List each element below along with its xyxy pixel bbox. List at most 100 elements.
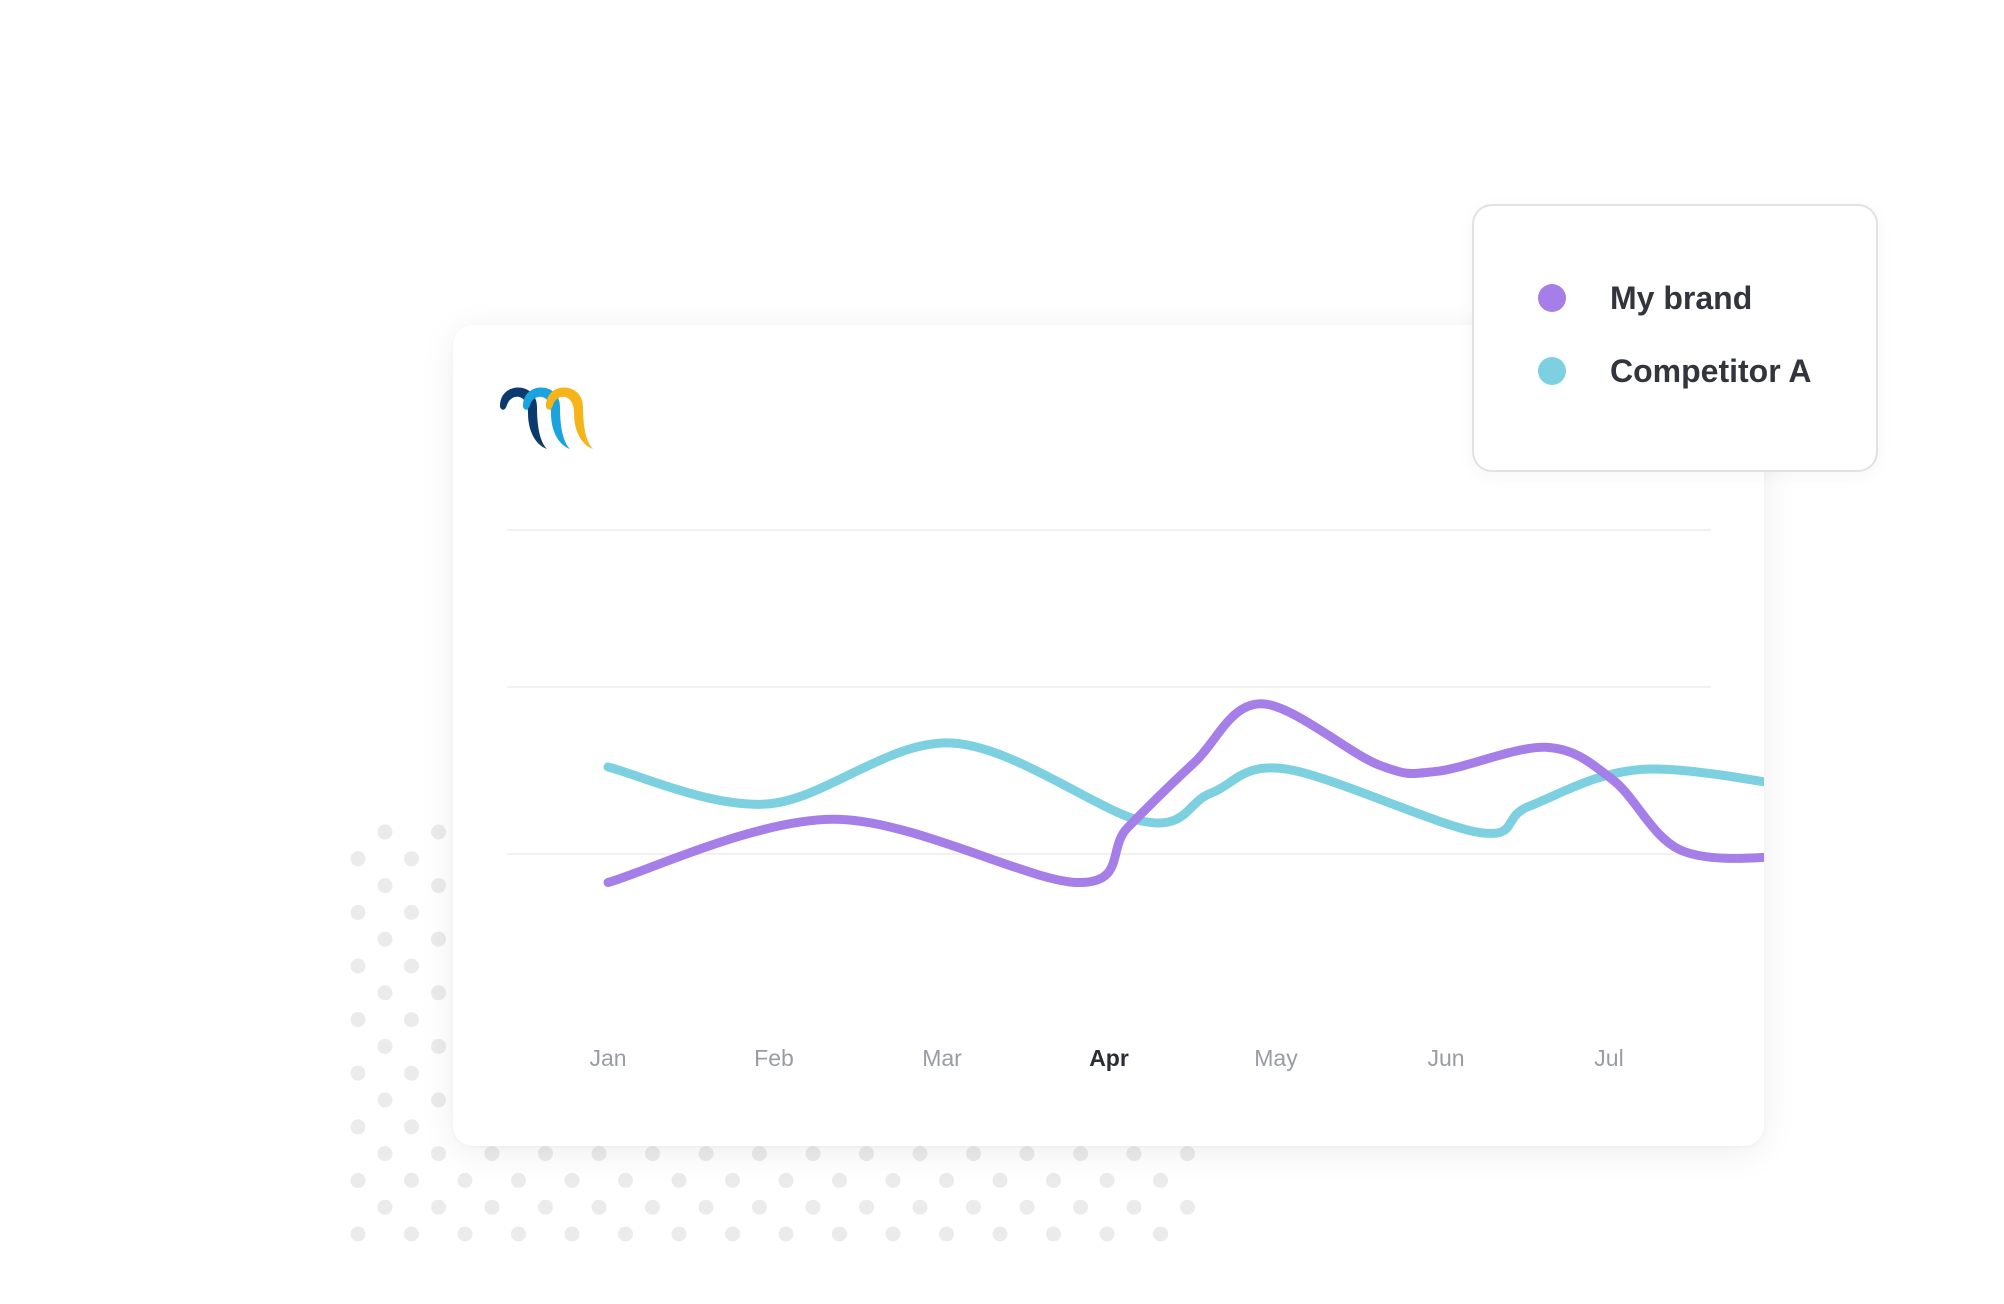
legend-label-competitor-a: Competitor A	[1610, 352, 1812, 389]
decor-dot	[377, 1199, 393, 1215]
decor-dot	[1153, 1172, 1168, 1188]
legend-dot-competitor-a	[1538, 357, 1566, 385]
decor-dot	[591, 1146, 607, 1162]
decor-dot	[564, 1226, 580, 1242]
x-tick-label-jun: Jun	[1427, 1045, 1464, 1071]
decor-dot	[1180, 1146, 1195, 1162]
x-tick-label-mar: Mar	[922, 1045, 962, 1071]
decor-dot	[1073, 1199, 1088, 1215]
decor-dot	[885, 1226, 901, 1242]
decor-dot	[725, 1226, 740, 1242]
decor-dot	[404, 1172, 419, 1188]
decor-dot	[1153, 1226, 1168, 1242]
legend-dot-my-brand	[1538, 284, 1566, 312]
decor-dot	[912, 1199, 928, 1215]
decor-dot	[431, 1199, 446, 1215]
legend-label-my-brand: My brand	[1610, 279, 1753, 316]
x-tick-label-apr: Apr	[1089, 1045, 1129, 1071]
series-line-competitor-a	[603, 738, 1764, 838]
legend-item-competitor-a[interactable]: Competitor A	[1538, 351, 1811, 391]
decor-dot	[1180, 1199, 1195, 1215]
decor-dot	[778, 1172, 794, 1188]
decor-dot	[377, 985, 393, 1001]
decor-dot	[350, 851, 366, 867]
decor-dot	[992, 1172, 1008, 1188]
decor-dot	[350, 904, 366, 920]
decor-dot	[1073, 1146, 1088, 1162]
decor-dot	[698, 1146, 714, 1162]
decor-dot	[431, 824, 446, 840]
x-tick-label-jan: Jan	[589, 1045, 626, 1071]
decor-dot	[671, 1172, 687, 1188]
decor-dot	[404, 904, 419, 920]
decor-dot	[1019, 1146, 1035, 1162]
decor-dot	[404, 1119, 419, 1135]
legend-item-my-brand[interactable]: My brand	[1538, 278, 1752, 318]
decor-dot	[752, 1199, 767, 1215]
decor-dot	[484, 1199, 500, 1215]
decor-dot	[511, 1226, 526, 1242]
decor-dot	[671, 1226, 687, 1242]
decor-dot	[591, 1199, 607, 1215]
decor-dot	[645, 1199, 660, 1215]
decor-dot	[404, 1012, 419, 1028]
decor-dot	[377, 878, 393, 894]
decor-dot	[431, 1092, 446, 1108]
decor-dot	[992, 1226, 1008, 1242]
chart-legend: My brand Competitor A	[1472, 204, 1878, 472]
brand-logo-icon	[499, 387, 593, 449]
line-chart: Jan Feb Mar Apr May Jun Jul	[507, 529, 1764, 1071]
decor-dot	[377, 824, 393, 840]
decor-dot	[377, 1092, 393, 1108]
decor-dot	[778, 1226, 794, 1242]
decor-dot	[404, 1226, 419, 1242]
decor-dot	[1126, 1146, 1142, 1162]
decor-dot	[404, 851, 419, 867]
decor-dot	[618, 1172, 633, 1188]
decor-dot	[859, 1146, 874, 1162]
decor-dot	[752, 1146, 767, 1162]
decor-dot	[404, 1065, 419, 1081]
decor-dot	[350, 958, 366, 974]
decor-dot	[912, 1146, 928, 1162]
decor-dot	[431, 1038, 446, 1054]
decor-dot	[457, 1172, 473, 1188]
x-tick-label-jul: Jul	[1594, 1045, 1623, 1071]
decor-dot	[431, 931, 446, 947]
decor-dot	[1126, 1199, 1142, 1215]
decor-dot	[966, 1146, 981, 1162]
decor-dot	[564, 1172, 580, 1188]
decor-dot	[484, 1146, 500, 1162]
decor-dot	[805, 1199, 821, 1215]
decor-dot	[350, 1172, 366, 1188]
decor-dot	[832, 1172, 847, 1188]
decor-dot	[350, 1065, 366, 1081]
decor-dot	[1099, 1172, 1115, 1188]
decor-dot	[832, 1226, 847, 1242]
decor-dot	[511, 1172, 526, 1188]
decor-dot	[377, 1038, 393, 1054]
decor-dot	[377, 931, 393, 947]
decor-dot	[805, 1146, 821, 1162]
decor-dot	[457, 1226, 473, 1242]
x-tick-label-may: May	[1254, 1045, 1298, 1071]
decor-dot	[538, 1199, 553, 1215]
decor-dot	[350, 1226, 366, 1242]
decor-dot	[885, 1172, 901, 1188]
decor-dot	[431, 1146, 446, 1162]
decor-dot	[645, 1146, 660, 1162]
decor-dot	[350, 1012, 366, 1028]
decor-dot	[1046, 1172, 1061, 1188]
decor-dot	[431, 878, 446, 894]
decor-dot	[939, 1226, 954, 1242]
decor-dot	[538, 1146, 553, 1162]
decor-dot	[698, 1199, 714, 1215]
decor-dot	[350, 1119, 366, 1135]
decor-dot	[404, 958, 419, 974]
decor-dot	[618, 1226, 633, 1242]
decor-dot	[725, 1172, 740, 1188]
decor-dot	[1019, 1199, 1035, 1215]
decor-dot	[859, 1199, 874, 1215]
x-tick-label-feb: Feb	[754, 1045, 794, 1071]
decor-dot	[966, 1199, 981, 1215]
